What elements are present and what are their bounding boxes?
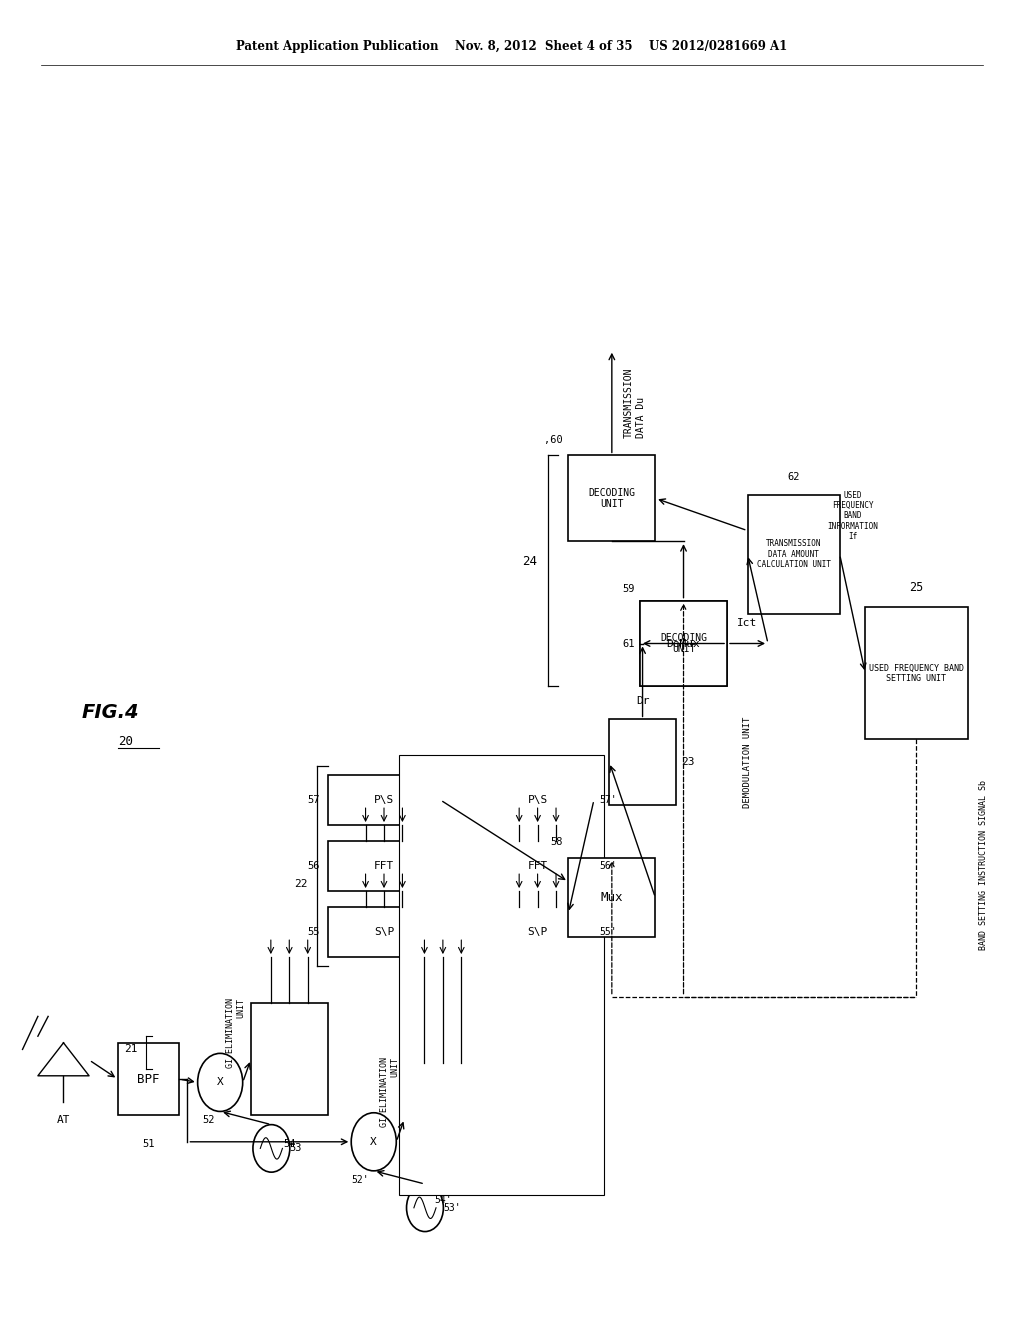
Text: GI ELIMINATION
UNIT: GI ELIMINATION UNIT bbox=[226, 998, 246, 1068]
Text: 53': 53' bbox=[443, 1203, 461, 1213]
Bar bbox=[481, 907, 594, 957]
Text: FFT: FFT bbox=[374, 861, 394, 871]
Text: 62: 62 bbox=[787, 471, 800, 482]
Text: 55: 55 bbox=[307, 927, 319, 937]
Bar bbox=[481, 775, 594, 825]
Text: 58: 58 bbox=[551, 837, 563, 847]
Bar bbox=[609, 719, 676, 805]
Text: 22: 22 bbox=[294, 879, 307, 890]
Bar bbox=[118, 1043, 179, 1115]
Text: 51: 51 bbox=[142, 1139, 155, 1150]
Text: ,60: ,60 bbox=[545, 434, 563, 445]
Text: USED
FREQUENCY
BAND
INFORMATION
If: USED FREQUENCY BAND INFORMATION If bbox=[827, 491, 878, 541]
Text: 25: 25 bbox=[909, 581, 924, 594]
Text: BAND SETTING INSTRUCTION SIGNAL Sb: BAND SETTING INSTRUCTION SIGNAL Sb bbox=[979, 780, 987, 949]
Text: P\S: P\S bbox=[374, 795, 394, 805]
Text: S\P: S\P bbox=[374, 927, 394, 937]
Text: 57: 57 bbox=[307, 795, 319, 805]
Text: S\P: S\P bbox=[527, 927, 548, 937]
Text: FFT: FFT bbox=[527, 861, 548, 871]
Text: 52': 52' bbox=[351, 1175, 369, 1185]
Text: 21: 21 bbox=[124, 1044, 138, 1055]
Bar bbox=[328, 775, 440, 825]
Text: Dr: Dr bbox=[636, 696, 649, 706]
Text: AT: AT bbox=[56, 1115, 71, 1126]
Text: 56': 56' bbox=[599, 861, 616, 871]
Bar bbox=[328, 907, 440, 957]
Text: 61: 61 bbox=[623, 639, 635, 648]
Text: DECODING
UNIT: DECODING UNIT bbox=[589, 487, 635, 510]
Bar bbox=[399, 755, 604, 1195]
Text: TRANSMISSION
DATA AMOUNT
CALCULATION UNIT: TRANSMISSION DATA AMOUNT CALCULATION UNI… bbox=[757, 540, 830, 569]
Text: X: X bbox=[217, 1077, 223, 1088]
Text: Patent Application Publication    Nov. 8, 2012  Sheet 4 of 35    US 2012/0281669: Patent Application Publication Nov. 8, 2… bbox=[237, 40, 787, 53]
Bar bbox=[748, 495, 840, 614]
Bar bbox=[328, 841, 440, 891]
Text: 57': 57' bbox=[599, 795, 616, 805]
Text: P\S: P\S bbox=[527, 795, 548, 805]
Bar bbox=[640, 601, 727, 686]
Text: Mux: Mux bbox=[601, 891, 623, 904]
Text: FIG.4: FIG.4 bbox=[82, 704, 139, 722]
Text: TRANSMISSION
DATA Du: TRANSMISSION DATA Du bbox=[625, 367, 646, 438]
Text: 55': 55' bbox=[599, 927, 616, 937]
Text: X: X bbox=[371, 1137, 377, 1147]
Bar bbox=[568, 858, 655, 937]
Bar bbox=[640, 601, 727, 686]
Text: GI ELIMINATION
UNIT: GI ELIMINATION UNIT bbox=[380, 1057, 399, 1127]
Bar bbox=[568, 455, 655, 541]
Bar bbox=[251, 1003, 328, 1115]
Bar bbox=[481, 841, 594, 891]
Text: DECODING
UNIT: DECODING UNIT bbox=[660, 632, 707, 655]
Text: USED FREQUENCY BAND
SETTING UNIT: USED FREQUENCY BAND SETTING UNIT bbox=[869, 664, 964, 682]
Text: 54': 54' bbox=[434, 1195, 452, 1205]
Text: 53: 53 bbox=[290, 1143, 302, 1154]
Text: 20: 20 bbox=[118, 735, 133, 748]
Text: 54: 54 bbox=[283, 1139, 296, 1150]
Text: 24: 24 bbox=[522, 554, 538, 568]
Text: DEMODULATION UNIT: DEMODULATION UNIT bbox=[743, 717, 752, 808]
Text: 56: 56 bbox=[307, 861, 319, 871]
Bar bbox=[404, 1063, 481, 1175]
Text: 59: 59 bbox=[623, 583, 635, 594]
Text: BPF: BPF bbox=[137, 1073, 160, 1085]
Text: DeMux: DeMux bbox=[667, 639, 700, 648]
Text: 23: 23 bbox=[681, 758, 694, 767]
Bar bbox=[865, 607, 968, 739]
Text: Ict: Ict bbox=[737, 618, 758, 628]
Text: 52: 52 bbox=[203, 1115, 215, 1126]
